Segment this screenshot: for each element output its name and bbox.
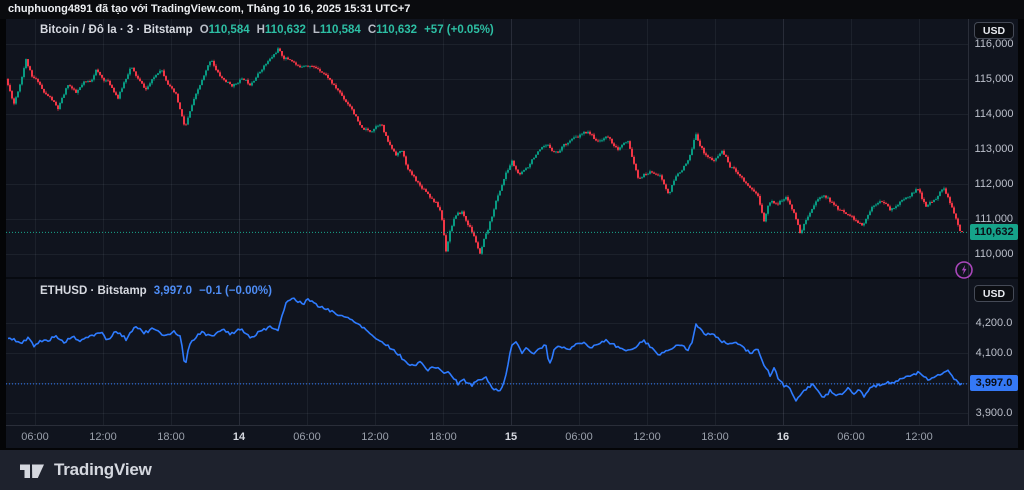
btc-candlestick-chart[interactable] (6, 19, 968, 279)
time-tick-label: 06:00 (837, 431, 865, 443)
time-tick-label: 06:00 (565, 431, 593, 443)
time-tick-label: 12:00 (361, 431, 389, 443)
time-tick-label: 12:00 (633, 431, 661, 443)
chart-widget: Bitcoin / Đô la · 3 · Bitstamp O 110,584 … (6, 19, 1018, 448)
pane-separator[interactable] (6, 277, 1018, 279)
flash-icon[interactable] (954, 260, 974, 280)
time-tick-label: 12:00 (905, 431, 933, 443)
eth-change: −0.1 (−0.00%) (199, 285, 272, 297)
price-tick-label: 113,000 (974, 143, 1014, 155)
btc-open: O 110,584 (199, 24, 250, 36)
price-tick-label: 116,000 (974, 38, 1014, 50)
price-tick-label: 112,000 (974, 178, 1014, 190)
btc-change: +57 (+0.05%) (424, 24, 494, 36)
time-tick-date: 14 (232, 431, 246, 443)
btc-close: C 110,632 (367, 24, 418, 36)
btc-high: H 110,632 (256, 24, 306, 36)
time-axis[interactable]: 06:00 12:00 18:00 14 06:00 12:00 18:00 15 06:00 1… (6, 425, 1018, 448)
time-tick-label: 06:00 (21, 431, 49, 443)
price-axis[interactable]: USD USD 110,632 3,997.0 116,000 115,000 11… (968, 19, 1018, 425)
footer: TradingView (0, 450, 1024, 490)
attribution-bar: chuphuong4891 đã tạo với TradingView.com… (0, 0, 1024, 19)
eth-last-price-badge: 3,997.0 (970, 375, 1018, 392)
tradingview-logomark (20, 464, 44, 478)
eth-last-value: 3,997.0 (153, 285, 193, 297)
time-tick-date: 16 (776, 431, 790, 443)
price-tick-label: 115,000 (974, 73, 1014, 85)
time-tick-label: 18:00 (429, 431, 457, 443)
tradingview-brand-text: TradingView (54, 460, 152, 479)
time-tick-label: 18:00 (157, 431, 185, 443)
price-tick-label: 3,900.0 (975, 406, 1013, 419)
time-tick-label: 12:00 (89, 431, 117, 443)
eth-legend: ETHUSD · Bitstamp 3,997.0 −0.1 (−0.00%) (40, 285, 272, 297)
price-tick-label: 111,000 (974, 213, 1014, 225)
attribution-text: chuphuong4891 đã tạo với TradingView.com… (8, 3, 411, 15)
time-tick-label: 06:00 (293, 431, 321, 443)
btc-last-price-badge: 110,632 (970, 223, 1018, 240)
tradingview-logo[interactable]: TradingView (20, 460, 152, 480)
price-tick-label: 4,200.0 (975, 316, 1013, 329)
price-tick-label: 114,000 (974, 108, 1014, 120)
eth-currency-button[interactable]: USD (974, 285, 1014, 302)
eth-line-chart[interactable] (6, 279, 968, 425)
btc-currency-button[interactable]: USD (974, 22, 1014, 39)
price-tick-label: 4,100.0 (975, 346, 1013, 359)
eth-symbol-title[interactable]: ETHUSD · Bitstamp (40, 285, 147, 297)
btc-symbol-title[interactable]: Bitcoin / Đô la · 3 · Bitstamp (40, 24, 193, 36)
time-tick-date: 15 (504, 431, 518, 443)
time-tick-label: 18:00 (701, 431, 729, 443)
price-tick-label: 110,000 (974, 248, 1014, 260)
btc-low: L 110,584 (312, 24, 361, 36)
btc-legend: Bitcoin / Đô la · 3 · Bitstamp O 110,584 … (40, 24, 494, 36)
